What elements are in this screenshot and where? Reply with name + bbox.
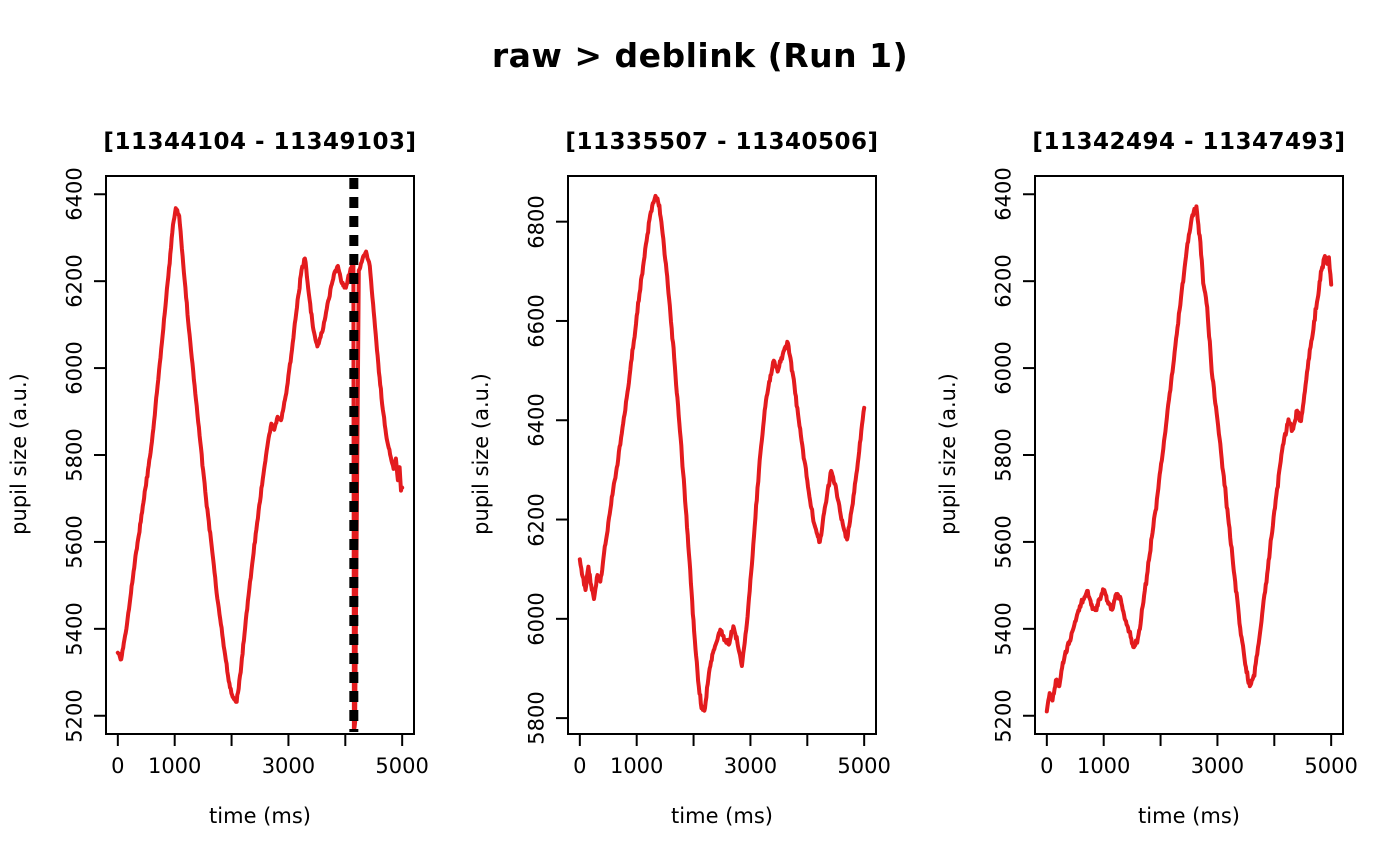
y-tick-label: 6400 [524,393,549,447]
x-tick-label: 0 [573,754,587,778]
y-tick-label: 6000 [62,341,87,395]
y-tick-label: 6400 [62,167,87,221]
x-tick-label: 0 [111,754,125,778]
y-tick-label: 5200 [62,689,87,743]
y-tick-label: 6200 [62,254,87,308]
x-tick-label: 3000 [723,754,778,778]
x-tick-label: 5000 [1304,754,1358,778]
subplot-2-title: [11335507 - 11340506] [565,129,879,155]
y-tick-label: 5200 [991,689,1016,743]
plot-box [105,175,415,735]
y-tick-label: 6200 [991,254,1016,308]
subplot-1-x-axis-label: time (ms) [209,804,311,828]
y-tick-label: 6200 [524,492,549,547]
x-tick-label: 1000 [147,754,202,778]
x-tick-label: 3000 [261,754,316,778]
y-tick-label: 5800 [524,691,549,745]
y-tick-label: 5800 [62,428,87,482]
subplot-1-title: [11344104 - 11349103] [103,129,417,155]
y-tick-label: 5400 [62,602,87,656]
y-tick-label: 6800 [524,194,549,249]
x-tick-label: 5000 [837,754,891,778]
pupil-trace [1044,204,1334,714]
y-tick-label: 6400 [991,167,1016,221]
subplot-3-title: [11342494 - 11347493] [1032,129,1346,155]
pupil-trace [577,193,867,713]
plot-box [567,175,877,735]
y-tick-label: 5400 [991,602,1016,656]
y-tick-label: 5600 [991,515,1016,569]
x-tick-label: 1000 [1076,754,1131,778]
y-tick-label: 6600 [524,294,549,348]
y-tick-label: 5800 [991,428,1016,482]
figure-title: raw > deblink (Run 1) [491,36,909,75]
x-tick-label: 3000 [1190,754,1245,778]
plot-box [1034,175,1344,735]
y-tick-label: 6000 [991,341,1016,395]
y-tick-label: 5600 [62,515,87,569]
x-tick-label: 1000 [609,754,664,778]
x-tick-label: 0 [1040,754,1054,778]
subplot-3-x-axis-label: time (ms) [1138,804,1240,828]
x-tick-label: 5000 [375,754,429,778]
y-tick-label: 6000 [524,592,549,646]
subplot-2-x-axis-label: time (ms) [671,804,773,828]
pupil-trace [115,206,405,732]
